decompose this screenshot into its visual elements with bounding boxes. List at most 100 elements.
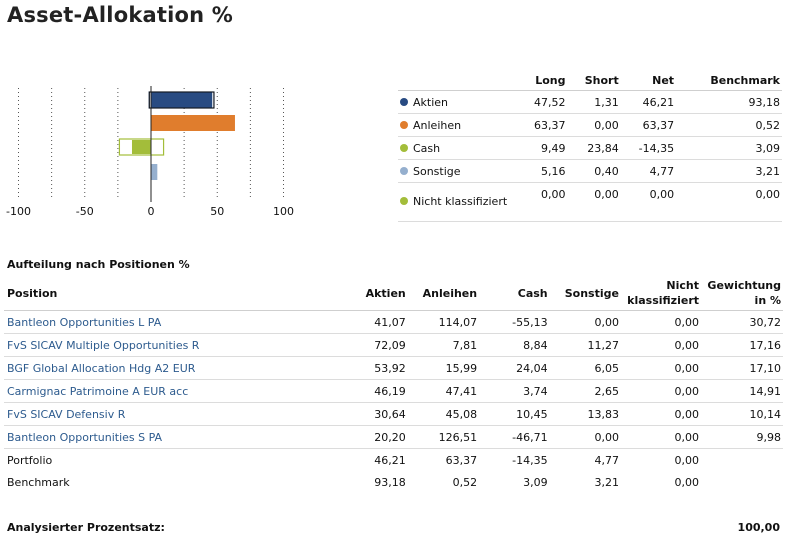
allocation-table: Long Short Net Benchmark Aktien 47,52 1,31… xyxy=(398,70,782,222)
analysed-value: 100,00 xyxy=(737,521,780,534)
positions-header-row: Position Aktien Anleihen Cash Sonstige N… xyxy=(4,276,783,311)
cell-sonstige: 2,65 xyxy=(549,379,621,403)
cell-anleihen: 126,51 xyxy=(407,425,480,449)
cell-anleihen: 63,37 xyxy=(445,453,478,467)
allocation-cell-benchmark: 0,52 xyxy=(676,113,782,137)
positions-section-title: Aufteilung nach Positionen % xyxy=(7,258,190,271)
allocation-cell-benchmark: 0,00 xyxy=(676,182,782,222)
cell-sonstige: 11,27 xyxy=(549,333,621,357)
legend-dot-icon xyxy=(400,166,408,175)
allocation-label-text: Cash xyxy=(413,141,441,155)
legend-dot-icon xyxy=(400,120,408,129)
cell-cash: -46,71 xyxy=(479,425,550,449)
cell-sonstige: 0,00 xyxy=(549,425,621,449)
table-row: Portfolio 46,21 63,37 -14,35 4,77 0,00 xyxy=(4,449,783,472)
table-row: FvS SICAV Multiple Opportunities R 72,09 7… xyxy=(4,333,783,357)
header-sonstige: Sonstige xyxy=(549,276,621,311)
x-tick-label: 50 xyxy=(210,205,224,218)
x-tick-label: 100 xyxy=(273,205,294,218)
header-nicht-klassifiziert: Nicht klassifiziert xyxy=(620,276,701,311)
allocation-row: Sonstige 5,16 0,40 4,77 3,21 xyxy=(398,159,782,183)
x-tick-label: -100 xyxy=(6,205,31,218)
cell-aktien: 53,92 xyxy=(323,356,408,380)
cell-cash: 8,84 xyxy=(479,333,550,357)
summary-label: Benchmark xyxy=(7,475,70,489)
allocation-cell-net: 46,21 xyxy=(620,90,677,114)
position-name-cell: FvS SICAV Multiple Opportunities R xyxy=(4,333,324,357)
cell-sonstige: 4,77 xyxy=(594,453,619,467)
cell-gewichtung: 10,14 xyxy=(701,402,783,426)
header-cash: Cash xyxy=(479,276,550,311)
allocation-cell-short: 0,00 xyxy=(567,182,621,222)
bar-gross-cash xyxy=(118,138,165,156)
cell-aktien: 30,64 xyxy=(323,402,408,426)
position-link[interactable]: BGF Global Allocation Hdg A2 EUR xyxy=(7,361,196,375)
position-link[interactable]: FvS SICAV Multiple Opportunities R xyxy=(7,338,200,352)
legend-dot-icon xyxy=(400,197,408,205)
allocation-cell-benchmark: 3,21 xyxy=(676,159,782,183)
cell-nicht: 0,00 xyxy=(620,402,701,426)
allocation-cell-benchmark: 3,09 xyxy=(676,136,782,160)
cell-sonstige: 3,21 xyxy=(594,475,619,489)
allocation-label-text: Aktien xyxy=(413,95,449,109)
header-anleihen: Anleihen xyxy=(407,276,480,311)
position-name-cell: FvS SICAV Defensiv R xyxy=(4,402,324,426)
table-row: Bantleon Opportunities L PA 41,07 114,07 -5… xyxy=(4,310,783,334)
position-link[interactable]: Carmignac Patrimoine A EUR acc xyxy=(7,384,189,398)
cell-cash: 3,74 xyxy=(479,379,550,403)
analysed-label: Analysierter Prozentsatz: xyxy=(7,521,165,534)
bar-outline-aktien xyxy=(148,91,215,109)
cell-gewichtung xyxy=(701,471,783,493)
allocation-cell-short: 23,84 xyxy=(567,136,621,160)
cell-gewichtung xyxy=(701,449,783,472)
allocation-row-label: Aktien xyxy=(398,90,518,114)
allocation-cell-long: 9,49 xyxy=(518,136,568,160)
allocation-row-label: Nicht klassifiziert xyxy=(398,182,518,222)
cell-gewichtung: 14,91 xyxy=(701,379,783,403)
allocation-cell-long: 63,37 xyxy=(518,113,568,137)
allocation-cell-short: 0,00 xyxy=(567,113,621,137)
header-gewichtung: Gewichtung in % xyxy=(701,276,783,311)
allocation-label-text: Anleihen xyxy=(413,118,462,132)
cell-gewichtung: 30,72 xyxy=(701,310,783,334)
bar-net-aktien xyxy=(151,92,213,108)
cell-cash: -14,35 xyxy=(512,453,548,467)
position-name-cell: Benchmark xyxy=(4,471,324,493)
cell-cash: -55,13 xyxy=(479,310,550,334)
allocation-header-row: Long Short Net Benchmark xyxy=(398,70,782,91)
cell-cash: 10,45 xyxy=(479,402,550,426)
position-link[interactable]: FvS SICAV Defensiv R xyxy=(7,407,126,421)
summary-label: Portfolio xyxy=(7,453,53,467)
x-tick-label: 0 xyxy=(148,205,155,218)
cell-anleihen: 45,08 xyxy=(407,402,480,426)
allocation-row-label: Anleihen xyxy=(398,113,518,137)
allocation-row: Nicht klassifiziert 0,00 0,00 0,00 0,00 xyxy=(398,182,782,222)
allocation-cell-net: 0,00 xyxy=(620,182,677,222)
cell-aktien: 20,20 xyxy=(323,425,408,449)
cell-nicht: 0,00 xyxy=(620,310,701,334)
allocation-chart: -100 -50 0 50 100 xyxy=(6,86,294,218)
cell-nicht: 0,00 xyxy=(620,333,701,357)
position-link[interactable]: Bantleon Opportunities L PA xyxy=(7,315,162,329)
cell-anleihen: 114,07 xyxy=(407,310,480,334)
table-row: BGF Global Allocation Hdg A2 EUR 53,92 15,… xyxy=(4,356,783,380)
allocation-cell-benchmark: 93,18 xyxy=(676,90,782,114)
cell-gewichtung: 17,10 xyxy=(701,356,783,380)
bar-net-anleihen xyxy=(151,115,235,131)
allocation-row: Cash 9,49 23,84 -14,35 3,09 xyxy=(398,136,782,160)
bar-net-sonstige xyxy=(151,164,158,180)
cell-cash: 3,09 xyxy=(523,475,548,489)
allocation-header-net: Net xyxy=(620,70,677,91)
table-row: Bantleon Opportunities S PA 20,20 126,51 -4… xyxy=(4,425,783,449)
position-name-cell: BGF Global Allocation Hdg A2 EUR xyxy=(4,356,324,380)
table-row: FvS SICAV Defensiv R 30,64 45,08 10,45 13,83… xyxy=(4,402,783,426)
allocation-row-label: Sonstige xyxy=(398,159,518,183)
cell-nicht: 0,00 xyxy=(674,453,700,467)
cell-cash: 24,04 xyxy=(479,356,550,380)
cell-sonstige: 6,05 xyxy=(549,356,621,380)
positions-table: Position Aktien Anleihen Cash Sonstige N… xyxy=(4,276,783,493)
allocation-cell-long: 5,16 xyxy=(518,159,568,183)
position-link[interactable]: Bantleon Opportunities S PA xyxy=(7,430,163,444)
header-aktien: Aktien xyxy=(323,276,408,311)
page-title: Asset-Allokation % xyxy=(7,3,234,27)
